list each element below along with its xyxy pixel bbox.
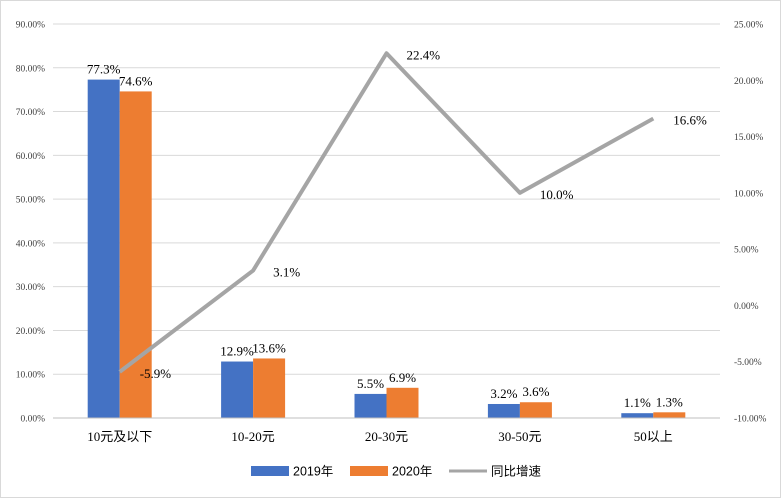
bar-data-label: 6.9% [389,370,416,385]
category-label: 30-50元 [498,429,541,444]
category-label: 20-30元 [365,429,408,444]
left-axis-ticks: 0.00% 10.00% 20.00% 30.00% 40.00% 50.00% 60.00… [16,21,45,425]
line-data-label: 22.4% [407,47,441,62]
right-tick-label: 25.00% [734,21,763,31]
category-labels: 10元及以下 10-20元 20-30元 30-50元 50以上 [87,429,673,444]
left-tick-label: 70.00% [16,108,45,118]
right-tick-label: -10.00% [734,415,767,425]
bar-data-label: 3.6% [522,384,549,399]
bar-2020 [253,358,285,418]
legend-label: 2019年 [293,465,333,479]
line-series [120,53,654,372]
bar-series [88,80,686,418]
bar-data-label: 13.6% [252,340,286,355]
right-tick-label: 15.00% [734,133,763,143]
left-tick-label: 60.00% [16,152,45,162]
category-label: 10元及以下 [87,429,152,444]
right-tick-label: 10.00% [734,189,763,199]
left-tick-label: 0.00% [20,415,45,425]
bar-data-label: 1.3% [656,394,683,409]
bar-2019 [88,80,120,418]
legend-swatch [350,466,388,476]
legend-swatch [251,466,289,476]
bar-2020 [387,388,419,418]
bar-data-label: 77.3% [87,62,121,77]
bar-2020 [520,402,552,418]
legend-label: 2020年 [392,465,432,479]
right-tick-label: 20.00% [734,77,763,87]
line-data-label: 3.1% [273,265,300,280]
left-tick-label: 10.00% [16,371,45,381]
legend-label: 同比增速 [491,464,542,479]
bar-2019 [221,362,253,418]
left-tick-label: 80.00% [16,64,45,74]
bar-data-label: 74.6% [119,73,153,88]
right-tick-label: 5.00% [734,246,759,256]
line-data-label: 10.0% [540,187,574,202]
data-labels: 77.3% 12.9% 5.5% 3.2% 1.1% 74.6% 13.6% 6.9% 3.6%… [87,47,707,410]
right-tick-label: -5.00% [734,358,762,368]
growth-line [120,53,654,372]
gridlines [53,24,720,374]
left-tick-label: 20.00% [16,327,45,337]
left-tick-label: 90.00% [16,21,45,31]
right-axis-ticks: -10.00% -5.00% 0.00% 5.00% 10.00% 15.00% 20.00… [734,21,767,425]
line-data-label: 16.6% [673,113,707,128]
category-label: 50以上 [634,429,673,444]
bar-2020 [653,412,685,418]
bar-data-label: 3.2% [490,386,517,401]
bar-2019 [488,404,520,418]
bar-data-label: 5.5% [357,376,384,391]
bar-2019 [355,394,387,418]
category-label: 10-20元 [231,429,274,444]
right-tick-label: 0.00% [734,302,759,312]
left-tick-label: 30.00% [16,283,45,293]
bar-data-label: 12.9% [220,344,254,359]
bar-2019 [621,413,653,418]
legend: 2019年 2020年 同比增速 [251,464,542,479]
bar-data-label: 1.1% [624,395,651,410]
left-tick-label: 50.00% [16,196,45,206]
left-tick-label: 40.00% [16,239,45,249]
line-data-label: -5.9% [140,366,172,381]
